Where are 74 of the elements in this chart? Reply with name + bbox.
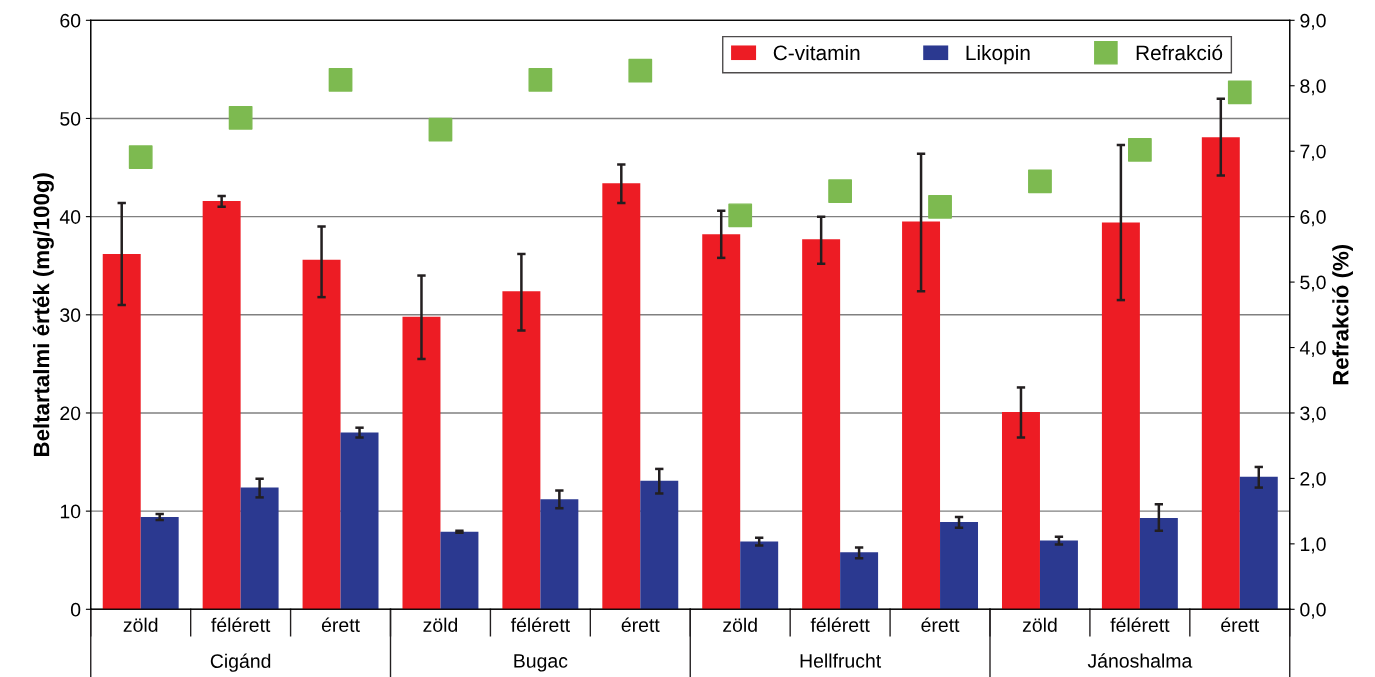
point xyxy=(1127,137,1152,162)
y-tick-label: 60 xyxy=(60,13,81,28)
legend-label: C-vitamin xyxy=(773,44,860,61)
bar xyxy=(802,239,841,610)
text: Jánoshalma xyxy=(1087,653,1193,668)
point xyxy=(1227,80,1252,105)
y2-tick-label: 6,0 xyxy=(1300,210,1326,227)
y2-tick-label: 2,0 xyxy=(1300,471,1326,488)
y-tick-label: 50 xyxy=(60,111,81,126)
text: Hellfrucht xyxy=(800,653,882,668)
legend-label: Likopin xyxy=(966,44,1030,65)
point xyxy=(828,179,853,204)
bar xyxy=(302,259,341,610)
x-tick-label: zöld xyxy=(1022,617,1057,632)
text: Bugac xyxy=(514,654,568,672)
y2-tick-label: 7,0 xyxy=(1300,144,1326,161)
bar xyxy=(140,517,179,610)
x-tick-label: félérett xyxy=(211,617,271,632)
bar xyxy=(1101,222,1140,610)
x-tick-label: félérett xyxy=(1110,617,1170,632)
bar xyxy=(502,291,541,610)
y-tick-label: 40 xyxy=(59,210,81,224)
y2-tick-label: 3,0 xyxy=(1300,406,1326,423)
bar xyxy=(440,531,479,610)
bar xyxy=(102,253,141,610)
y2-tick-label: 0,0 xyxy=(1300,602,1326,619)
y-axis-title: Beltartalmi érték (mg/100g) xyxy=(32,173,54,456)
point xyxy=(1028,169,1052,194)
bar xyxy=(940,521,979,610)
x-tick-label: zöld xyxy=(123,617,158,632)
point xyxy=(328,67,353,92)
bar xyxy=(1139,518,1178,610)
y-tick-label: 30 xyxy=(60,308,81,323)
y2-tick-label: 4,0 xyxy=(1299,340,1326,358)
bar xyxy=(602,183,641,610)
text: Cigánd xyxy=(210,653,271,672)
x-tick-label: félérett xyxy=(810,617,870,632)
y2-tick-label: 1,0 xyxy=(1300,537,1326,554)
point xyxy=(628,58,653,83)
point xyxy=(428,117,453,142)
x-tick-label: zöld xyxy=(423,617,458,632)
bar xyxy=(202,200,241,610)
bar xyxy=(702,234,741,610)
bar xyxy=(1239,476,1278,610)
bar xyxy=(840,552,879,610)
bar xyxy=(240,487,279,610)
point xyxy=(928,194,952,219)
y-tick-label: 10 xyxy=(60,504,81,519)
point xyxy=(228,105,253,130)
y2-axis-title: Refrakció (%) xyxy=(1332,244,1353,385)
x-tick-label: érett xyxy=(621,617,660,632)
bar xyxy=(540,499,579,610)
legend-label: Refrakció xyxy=(1136,44,1223,61)
y2-tick-label: 9,0 xyxy=(1300,13,1326,30)
y2-tick-label: 8,0 xyxy=(1300,79,1326,96)
bar xyxy=(340,432,379,610)
x-tick-label: félérett xyxy=(510,617,570,632)
y-tick-label: 20 xyxy=(60,406,81,421)
bar xyxy=(640,480,679,610)
x-tick-label: zöld xyxy=(723,617,757,632)
bar xyxy=(1039,540,1078,610)
y2-tick-label: 5,0 xyxy=(1300,275,1326,292)
bar xyxy=(1201,137,1240,610)
x-tick-label: érett xyxy=(1221,617,1260,632)
bar xyxy=(1001,411,1040,610)
x-tick-label: érett xyxy=(321,617,360,632)
y-tick-label: 0 xyxy=(70,602,81,617)
x-tick-label: érett xyxy=(921,617,960,632)
point xyxy=(728,203,753,228)
point xyxy=(528,67,553,92)
bar xyxy=(402,316,441,610)
bar xyxy=(902,221,941,610)
point xyxy=(128,145,153,169)
bar xyxy=(740,541,779,610)
